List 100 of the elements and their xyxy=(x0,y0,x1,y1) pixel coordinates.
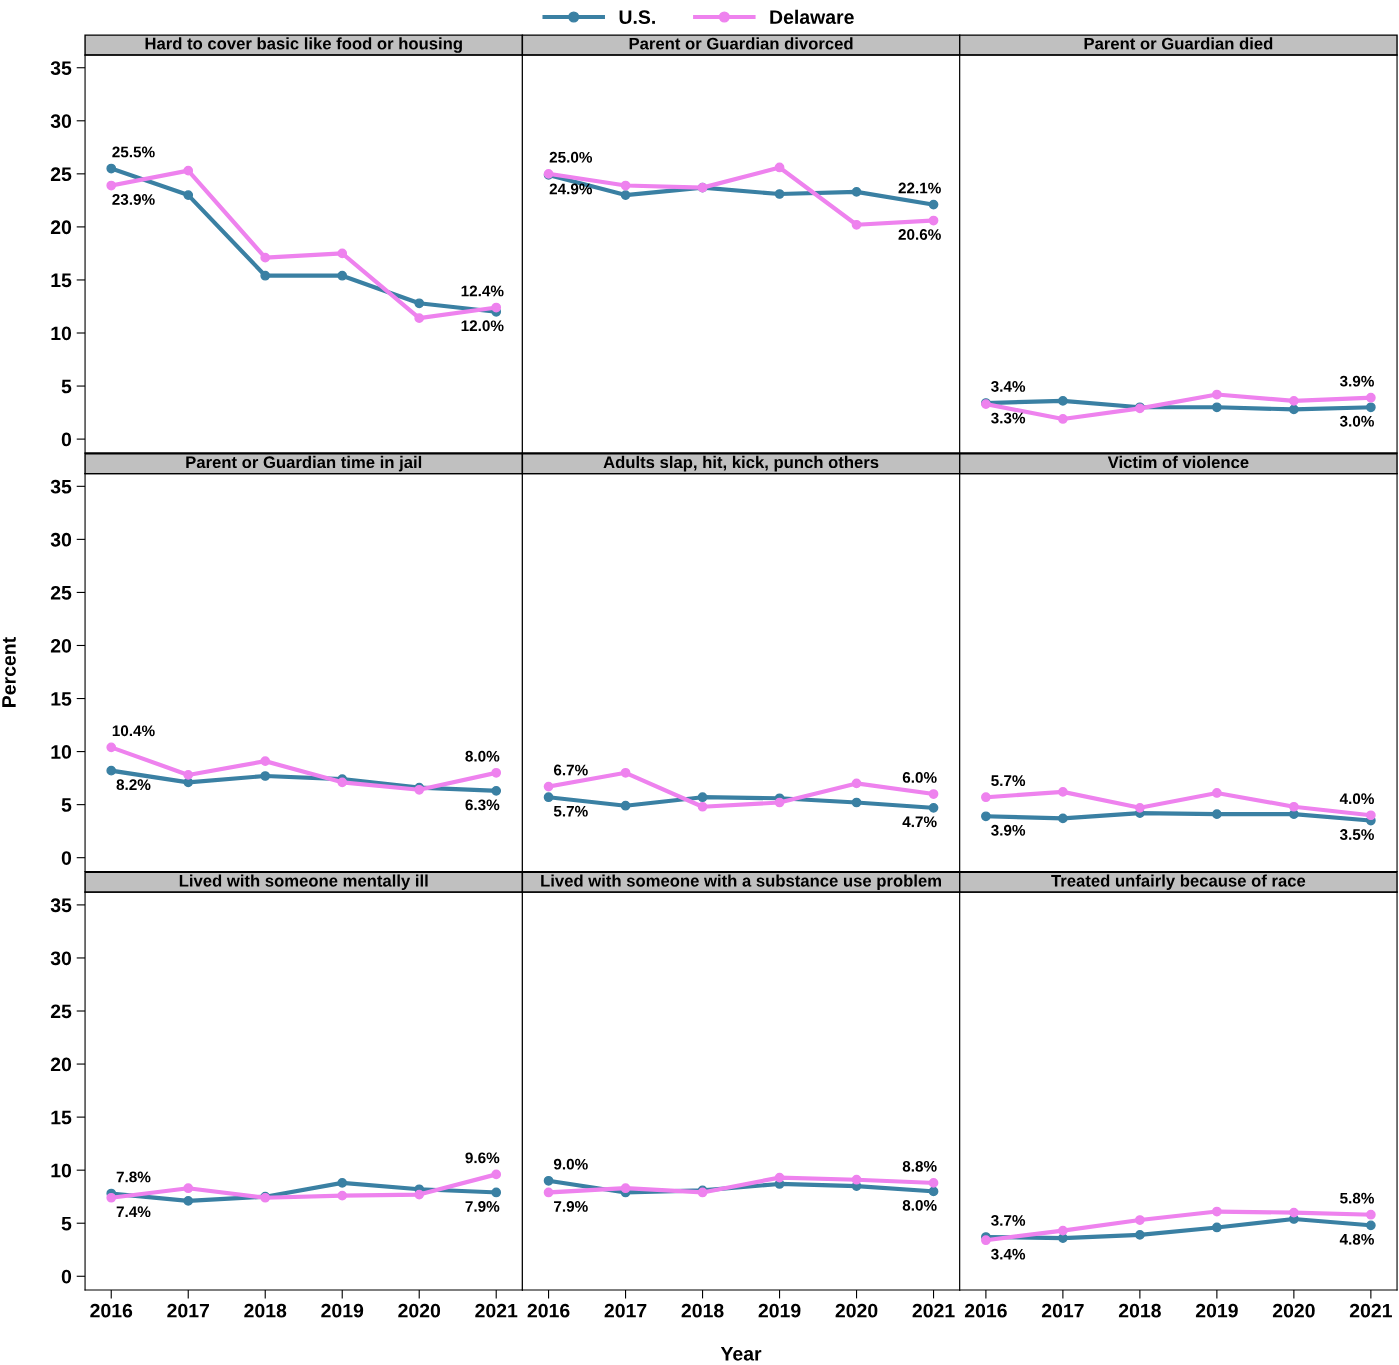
point xyxy=(981,811,991,822)
point xyxy=(620,767,631,778)
point xyxy=(620,1183,631,1194)
point xyxy=(1058,813,1068,824)
point xyxy=(106,765,117,776)
data-label: 10.4% xyxy=(112,725,155,737)
y-tick-label: 0 xyxy=(61,1269,72,1284)
data-label: 3.0% xyxy=(1339,415,1374,427)
point xyxy=(491,1187,502,1198)
point xyxy=(183,1183,194,1194)
point xyxy=(1366,1220,1376,1231)
point xyxy=(106,742,117,753)
point xyxy=(851,219,862,230)
x-tick-label: 2016 xyxy=(964,1303,1007,1318)
x-tick-label: 2016 xyxy=(527,1303,570,1318)
data-label: 8.8% xyxy=(902,1160,937,1172)
point xyxy=(928,802,939,813)
data-label: 3.9% xyxy=(1339,375,1374,387)
point xyxy=(1366,402,1376,413)
data-label: 7.8% xyxy=(116,1171,151,1183)
y-tick-label: 15 xyxy=(51,1110,72,1125)
y-tick-label: 5 xyxy=(61,1216,72,1231)
chart-title: Hard to cover basic like food or housing xyxy=(145,37,462,53)
data-label: 5.7% xyxy=(991,775,1026,787)
point xyxy=(543,1175,554,1186)
y-tick-label: 10 xyxy=(51,745,72,759)
data-label: 4.8% xyxy=(1339,1233,1374,1245)
point xyxy=(774,797,785,808)
data-label: 8.2% xyxy=(116,779,151,791)
data-label: 8.0% xyxy=(902,1199,937,1211)
point xyxy=(851,187,862,197)
x-tick-label: 2021 xyxy=(1349,1303,1392,1318)
legend-label: U.S. xyxy=(619,10,655,24)
y-tick-label: 10 xyxy=(51,326,72,341)
y-tick-label: 20 xyxy=(50,638,72,653)
data-label: 3.4% xyxy=(991,381,1026,392)
point xyxy=(491,1169,502,1180)
data-label: 5.8% xyxy=(1340,1192,1374,1204)
point xyxy=(414,1189,425,1200)
y-tick-label: 35 xyxy=(50,479,72,494)
y-axis-title: Percent xyxy=(2,637,16,707)
point xyxy=(106,1192,117,1203)
point xyxy=(928,1178,939,1188)
x-tick-label: 2018 xyxy=(1118,1303,1161,1318)
point xyxy=(928,1186,939,1197)
chart-title: Adults slap, hit, kick, punch others xyxy=(603,455,879,472)
point xyxy=(491,785,502,796)
y-tick-label: 20 xyxy=(50,220,72,235)
point xyxy=(928,215,939,226)
point xyxy=(774,162,785,173)
data-label: 3.4% xyxy=(991,1248,1026,1260)
point xyxy=(1135,802,1145,813)
chart-title: Parent or Guardian divorced xyxy=(629,37,853,50)
x-tick-label: 2019 xyxy=(758,1303,801,1318)
point xyxy=(774,189,785,199)
data-label: 25.5% xyxy=(112,146,155,158)
point xyxy=(106,163,117,174)
x-tick-label: 2016 xyxy=(90,1303,133,1318)
point xyxy=(1366,810,1376,821)
y-tick-label: 30 xyxy=(50,951,72,966)
point xyxy=(260,252,271,263)
x-tick-label: 2020 xyxy=(1272,1303,1315,1318)
y-tick-label: 20 xyxy=(50,1057,72,1072)
data-label: 7.9% xyxy=(465,1201,500,1212)
point xyxy=(981,1235,991,1246)
point xyxy=(1058,396,1068,406)
point xyxy=(620,800,631,811)
x-tick-label: 2017 xyxy=(604,1303,647,1318)
point xyxy=(1289,396,1299,406)
point xyxy=(1212,1206,1222,1217)
chart-title: Parent or Guardian time in jail xyxy=(186,455,422,472)
legend-label: Delaware xyxy=(770,9,854,24)
point xyxy=(981,792,991,803)
y-tick-label: 5 xyxy=(61,798,72,812)
point xyxy=(337,248,348,259)
chart-title: Parent or Guardian died xyxy=(1084,37,1273,50)
x-tick-label: 2018 xyxy=(681,1303,724,1318)
y-tick-label: 25 xyxy=(50,585,72,600)
point xyxy=(1212,809,1222,820)
point xyxy=(337,1178,348,1188)
chart-title: Treated unfairly because of race xyxy=(1051,874,1306,890)
point xyxy=(928,199,939,210)
x-tick-label: 2021 xyxy=(475,1303,518,1318)
x-tick-label: 2017 xyxy=(1041,1303,1084,1318)
data-label: 6.7% xyxy=(553,764,588,776)
data-label: 7.9% xyxy=(554,1201,588,1212)
data-label: 20.6% xyxy=(898,229,941,240)
chart-title: Victim of violence xyxy=(1107,455,1249,469)
point xyxy=(491,302,502,313)
point xyxy=(1135,1215,1145,1225)
y-tick-label: 15 xyxy=(51,692,72,706)
point xyxy=(1058,1225,1068,1236)
point xyxy=(1289,801,1299,812)
data-label: 24.9% xyxy=(549,183,593,195)
data-label: 3.3% xyxy=(991,412,1026,424)
point xyxy=(851,797,862,808)
point xyxy=(491,767,502,778)
point xyxy=(183,190,194,200)
data-label: 12.4% xyxy=(461,285,504,297)
x-tick-label: 2019 xyxy=(321,1303,364,1318)
